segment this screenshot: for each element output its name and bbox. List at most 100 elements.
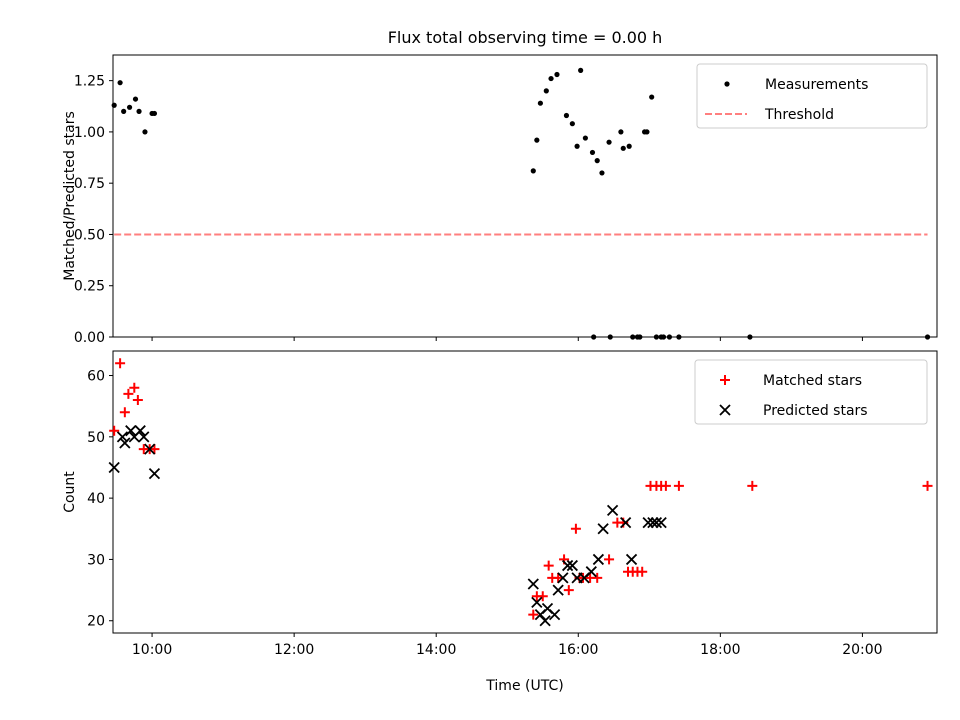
- predicted-stars-point: [527, 578, 539, 590]
- measurement-point: [574, 143, 580, 149]
- legend-marker: [720, 375, 730, 385]
- legend-box: [696, 63, 928, 129]
- measurement-point: [578, 67, 584, 73]
- y-tick-label: 60: [87, 369, 105, 385]
- matched-stars-point: [129, 382, 140, 393]
- measurement-point: [543, 88, 549, 94]
- predicted-stars-point: [557, 572, 569, 584]
- matched-stars-point: [747, 480, 758, 491]
- predicted-stars-point: [650, 517, 663, 529]
- measurement-point: [582, 135, 588, 141]
- measurement-point: [132, 96, 139, 102]
- legend-box: [694, 359, 928, 425]
- measurement-point: [142, 129, 148, 135]
- y-tick-label: 1.00: [74, 125, 105, 141]
- predicted-stars-point: [552, 584, 564, 596]
- measurement-point: [660, 334, 667, 340]
- predicted-stars-point: [647, 517, 659, 529]
- matched-stars-point: [115, 358, 126, 369]
- matched-stars-point: [528, 609, 539, 620]
- predicted-stars-point: [592, 553, 605, 566]
- y-tick-label: 50: [87, 430, 105, 446]
- x-tick-label: 12:00: [274, 642, 314, 658]
- y-tick-label: 40: [87, 491, 105, 507]
- predicted-stars-point: [116, 431, 129, 443]
- predicted-stars-point: [655, 517, 667, 529]
- x-tick-label: 20:00: [842, 642, 882, 658]
- measurement-point: [537, 100, 543, 106]
- measurement-point: [618, 129, 624, 135]
- predicted-stars-point: [119, 437, 131, 449]
- predicted-stars-point: [125, 425, 137, 437]
- matched-stars-point: [570, 523, 581, 534]
- matched-stars-point: [563, 585, 574, 596]
- matched-stars-point: [109, 425, 120, 436]
- legend-label: Threshold: [764, 107, 834, 123]
- y-tick-label: 20: [87, 614, 105, 630]
- predicted-stars-point: [606, 504, 619, 517]
- measurement-point: [569, 121, 575, 127]
- y-tick-label: 0.25: [74, 279, 105, 295]
- matched-stars-point: [660, 480, 671, 491]
- predicted-stars-point: [144, 443, 156, 455]
- predicted-stars-point: [531, 596, 543, 608]
- predicted-stars-point: [597, 523, 609, 535]
- measurement-point: [630, 334, 636, 340]
- measurement-point: [924, 334, 931, 340]
- measurement-point: [589, 149, 596, 156]
- matched-stars-point: [604, 554, 615, 565]
- measurement-point: [563, 112, 570, 119]
- y-axis-label: Matched/Predicted stars: [62, 111, 78, 281]
- measurement-point: [534, 137, 540, 143]
- bottom-axes: 20 30 40 50 60 10:00 12:00 14:00 16:00 18:00 20:00…: [62, 350, 938, 694]
- matched-stars-point: [132, 395, 143, 406]
- measurement-point: [599, 170, 605, 176]
- x-axis-label: Time (UTC): [485, 678, 563, 694]
- matched-stars-point: [922, 480, 933, 491]
- y-tick-label: 30: [87, 552, 105, 568]
- measurement-point: [548, 75, 554, 82]
- predicted-stars-point: [134, 425, 146, 437]
- predicted-stars-point: [148, 467, 161, 480]
- x-tick-label: 14:00: [416, 642, 456, 658]
- measurement-point: [666, 334, 673, 340]
- legend-label: Measurements: [765, 77, 868, 93]
- measurement-point: [594, 158, 600, 164]
- predicted-stars-point: [138, 431, 150, 443]
- measurement-point: [620, 145, 626, 151]
- y-tick-label: 1.25: [74, 74, 105, 90]
- measurement-point: [747, 334, 753, 340]
- y-tick-label: 0.75: [74, 176, 105, 192]
- y-axis-label: Count: [62, 471, 78, 513]
- measurement-point: [644, 129, 650, 135]
- matched-stars-point: [553, 572, 564, 583]
- measurement-point: [121, 108, 127, 114]
- matched-stars-point: [592, 572, 603, 583]
- predicted-stars-point: [625, 553, 638, 566]
- measurement-point: [606, 139, 612, 145]
- x-tick-label: 18:00: [700, 642, 740, 658]
- predicted-stars-point: [108, 461, 120, 474]
- matched-stars-point: [637, 566, 648, 577]
- measurement-point: [607, 334, 613, 340]
- measurement-point: [626, 143, 632, 149]
- matched-stars-point: [149, 444, 160, 455]
- legend-label: Matched stars: [763, 373, 862, 389]
- measurement-point: [653, 334, 660, 340]
- matched-stars-point: [543, 560, 554, 571]
- matched-stars-point: [537, 591, 548, 602]
- top-axes: 0.00 0.25 0.50 0.75 1.00 1.25 Matched/Predicte…: [62, 54, 938, 346]
- measurement-point: [676, 334, 682, 340]
- legend-marker: [724, 81, 730, 87]
- measurement-point: [649, 94, 655, 100]
- matched-stars-point: [119, 407, 130, 418]
- plot-frame: [112, 350, 938, 634]
- measurement-point: [151, 110, 158, 117]
- chart-title: Flux total observing time = 0.00 h: [388, 28, 663, 47]
- matched-stars-point: [123, 388, 134, 399]
- measurement-point: [637, 334, 643, 340]
- predicted-stars-point: [566, 559, 578, 572]
- measurement-point: [554, 71, 560, 78]
- x-tick-label: 10:00: [132, 642, 172, 658]
